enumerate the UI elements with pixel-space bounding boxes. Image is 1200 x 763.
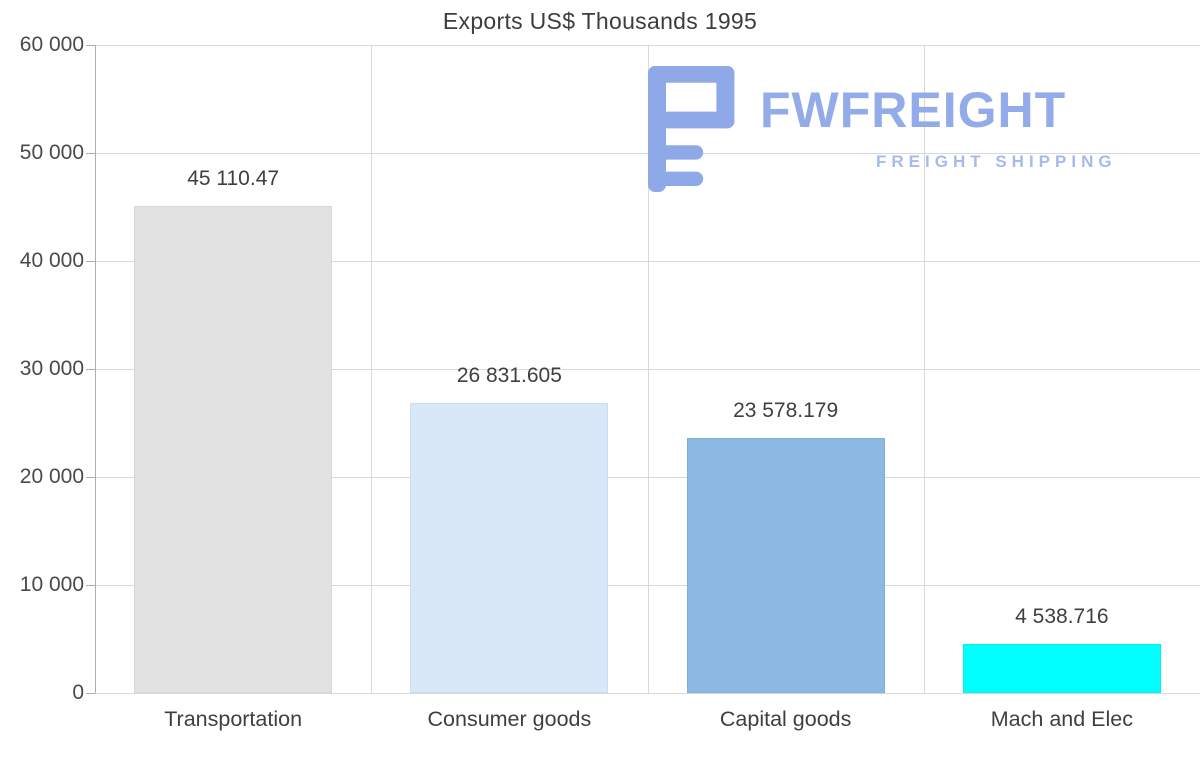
y-axis-tick bbox=[86, 45, 95, 46]
x-axis-label: Transportation bbox=[164, 707, 303, 731]
y-axis-tick bbox=[86, 153, 95, 154]
x-axis-label: Capital goods bbox=[719, 707, 852, 731]
logo-wordmark: FWFREIGHT bbox=[760, 82, 1067, 138]
logo-tagline: FREIGHT SHIPPING bbox=[876, 152, 1117, 171]
bar-value-label: 26 831.605 bbox=[456, 364, 562, 388]
gridline-vertical bbox=[371, 45, 373, 693]
y-axis-label: 60 000 bbox=[19, 33, 84, 56]
chart-title: Exports US$ Thousands 1995 bbox=[442, 8, 758, 34]
y-axis-label: 50 000 bbox=[19, 141, 84, 164]
gridline-vertical bbox=[923, 45, 925, 693]
bar-consumer-goods bbox=[410, 403, 609, 693]
y-axis-tick bbox=[86, 261, 95, 262]
gridline-vertical bbox=[647, 45, 649, 693]
gridline-horizontal bbox=[95, 693, 1200, 694]
bar-mach-and-elec bbox=[962, 643, 1161, 693]
bar-transportation bbox=[134, 205, 333, 693]
fwfreight-logo-icon bbox=[648, 66, 744, 197]
y-axis-label: 40 000 bbox=[19, 249, 84, 272]
y-axis-label: 20 000 bbox=[19, 465, 84, 488]
y-axis-line bbox=[95, 45, 96, 693]
y-axis-label: 0 bbox=[72, 681, 84, 704]
bar-capital-goods bbox=[686, 438, 885, 693]
x-axis-label: Consumer goods bbox=[427, 707, 592, 731]
bar-value-label: 4 538.716 bbox=[1015, 604, 1109, 628]
y-axis-label: 30 000 bbox=[19, 357, 84, 380]
x-axis-label: Mach and Elec bbox=[990, 707, 1133, 731]
bar-value-label: 23 578.179 bbox=[733, 399, 839, 423]
logo: FWFREIGHT FREIGHT SHIPPING bbox=[648, 66, 1158, 196]
y-axis-tick bbox=[86, 477, 95, 478]
bar-value-label: 45 110.47 bbox=[187, 166, 280, 190]
y-axis-tick bbox=[86, 369, 95, 370]
y-axis-tick bbox=[86, 693, 95, 694]
y-axis-label: 10 000 bbox=[19, 573, 84, 596]
y-axis-tick bbox=[86, 585, 95, 586]
